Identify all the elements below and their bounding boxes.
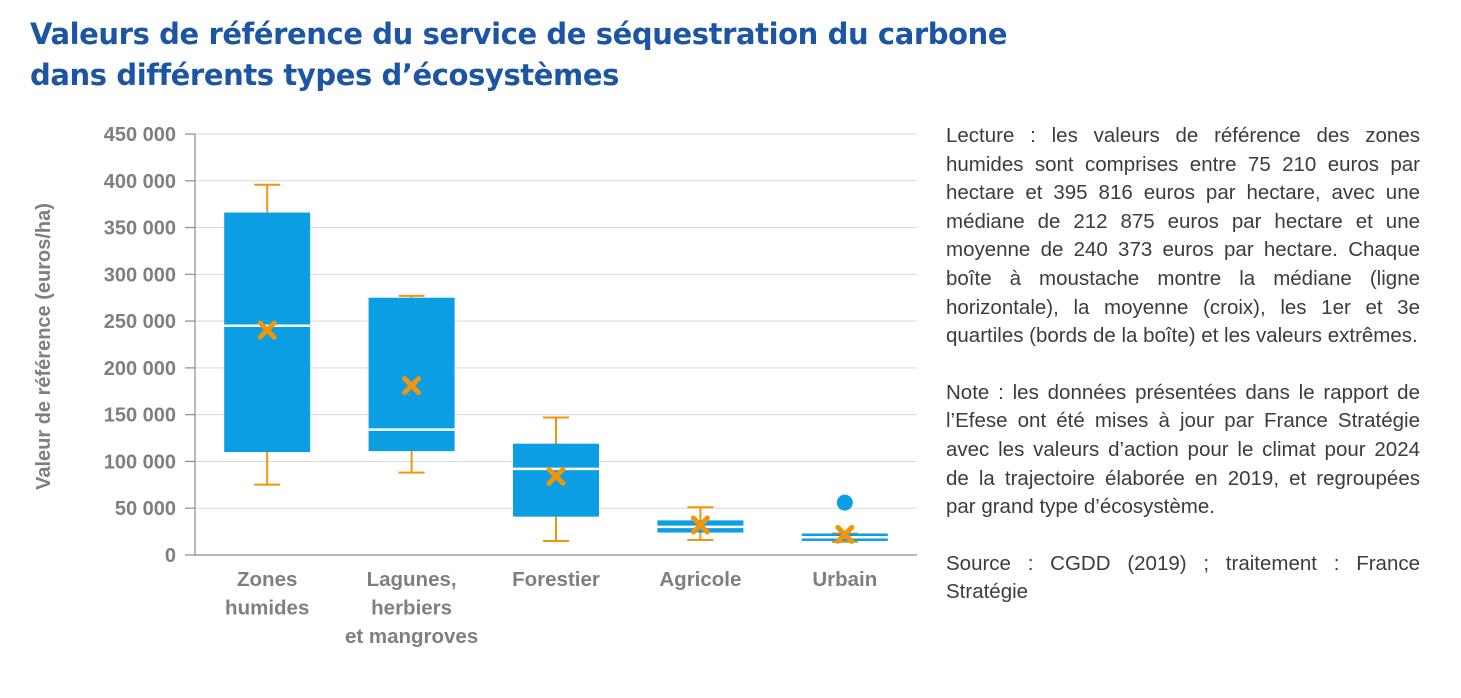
category-label: herbiers xyxy=(371,597,452,620)
outlier-point xyxy=(836,494,853,511)
mean-marker xyxy=(402,376,422,396)
box xyxy=(513,443,599,517)
category-label: Forestier xyxy=(512,568,600,591)
y-tick-label: 200 000 xyxy=(104,358,176,380)
y-tick-label: 350 000 xyxy=(104,218,176,240)
source-text: Source : CGDD (2019) ; traitement : Fran… xyxy=(946,551,1420,604)
y-axis: 0 50 000 100 000 150 000 200 000 250 000 300 0… xyxy=(104,124,196,567)
y-tick-label: 150 000 xyxy=(104,405,176,427)
boxes xyxy=(224,183,888,544)
mean-marker xyxy=(546,466,566,486)
category-label: Lagunes, xyxy=(367,568,457,591)
box-group xyxy=(368,294,455,474)
chart-title-line-2: dans différents types d’écosystèmes xyxy=(30,58,619,92)
gridlines xyxy=(195,133,917,509)
y-tick-label: 50 000 xyxy=(115,498,176,520)
box xyxy=(368,297,455,452)
y-axis-title: Valeur de référence (euros/ha) xyxy=(33,203,55,490)
y-tick-label: 100 000 xyxy=(104,451,176,473)
chart-title: Valeurs de référence du service de séque… xyxy=(30,14,1010,96)
y-tick-label: 250 000 xyxy=(104,311,176,333)
y-tick-label: 0 xyxy=(165,545,176,567)
y-tick-label: 450 000 xyxy=(104,124,176,146)
mean-marker xyxy=(690,515,710,535)
category-label: et mangroves xyxy=(345,625,478,648)
lecture-text: Lecture : les valeurs de référence des z… xyxy=(946,124,1420,348)
category-label: humides xyxy=(225,597,309,620)
mean-marker xyxy=(835,524,855,544)
mean-marker xyxy=(257,320,277,340)
side-notes: Lecture : les valeurs de référence des z… xyxy=(946,122,1420,635)
box-group xyxy=(657,506,744,542)
x-axis: Zones humides Lagunes, herbiers et mangroves… xyxy=(195,554,917,648)
category-label: Agricole xyxy=(659,568,741,591)
chart-title-line-1: Valeurs de référence du service de séque… xyxy=(30,17,1008,51)
box-group xyxy=(513,416,599,542)
y-tick-label: 300 000 xyxy=(104,264,176,286)
box-group xyxy=(224,183,311,486)
category-label: Zones xyxy=(237,568,297,591)
y-tick-label: 400 000 xyxy=(104,171,176,193)
category-label: Urbain xyxy=(812,568,877,591)
box-group xyxy=(801,494,888,544)
note-text: Note : les données présentées dans le ra… xyxy=(946,380,1420,519)
boxplot-chart: 0 50 000 100 000 150 000 200 000 250 000 300 0… xyxy=(33,124,917,648)
